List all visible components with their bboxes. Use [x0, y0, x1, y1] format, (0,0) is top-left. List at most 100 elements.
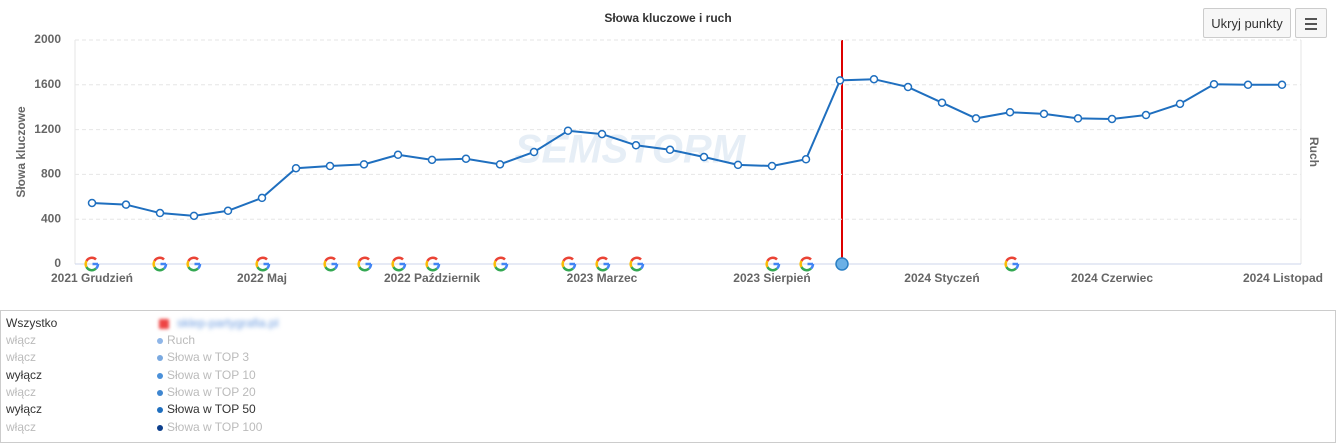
- legend-row: wyłącz Słowa w TOP 50: [1, 401, 601, 418]
- x-tick-label: 2024 Styczeń: [904, 271, 979, 285]
- icon-part: [595, 260, 599, 268]
- icon-part: [426, 256, 438, 262]
- data-point: [903, 82, 913, 92]
- data-point: [155, 208, 165, 218]
- y-tick-label: 1200: [34, 122, 61, 136]
- y-tick-label: 800: [41, 167, 61, 181]
- icon-part: [800, 256, 812, 262]
- y2-axis-title: Ruch: [1307, 137, 1321, 167]
- data-point: [223, 206, 233, 216]
- data-point: [529, 147, 539, 157]
- icon-part: [324, 256, 336, 262]
- icon-part: [561, 260, 565, 268]
- y-tick-label: 1600: [34, 77, 61, 91]
- x-tick-label: 2021 Grudzień: [51, 271, 133, 285]
- icon-part: [399, 262, 407, 270]
- icon-part: [426, 266, 438, 272]
- google-update-icon: [84, 256, 100, 272]
- icon-part: [392, 256, 404, 262]
- legend-dot: [157, 407, 163, 414]
- legend-row: włącz Ruch: [1, 332, 601, 349]
- icon-part: [391, 260, 395, 268]
- google-update-icon: [186, 256, 202, 272]
- legend-label[interactable]: Słowa w TOP 10: [167, 367, 256, 382]
- icon-part: [1005, 266, 1017, 272]
- data-point: [1005, 107, 1015, 117]
- series-toggle[interactable]: włącz: [6, 350, 37, 365]
- data-point: [495, 160, 505, 169]
- data-point: [597, 129, 607, 139]
- semstorm-icon: [835, 257, 849, 271]
- google-update-icon: [799, 256, 815, 272]
- all-toggle[interactable]: Wszystko: [6, 316, 58, 330]
- data-point: [665, 145, 675, 155]
- data-point: [1175, 99, 1185, 109]
- data-point: [189, 211, 199, 221]
- icon-part: [255, 260, 259, 268]
- data-point: [427, 155, 437, 165]
- series-toggle[interactable]: wyłącz: [6, 402, 43, 417]
- data-point: [1039, 109, 1049, 119]
- google-update-icon: [152, 256, 168, 272]
- icon-part: [256, 256, 268, 262]
- icon-part: [765, 260, 769, 268]
- legend-label[interactable]: Słowa w TOP 100: [167, 419, 263, 434]
- data-point: [1209, 79, 1219, 89]
- y-tick-label: 400: [41, 211, 61, 225]
- menu-button[interactable]: [1295, 8, 1327, 38]
- series-toggle[interactable]: włącz: [6, 384, 37, 399]
- chart: Słowa kluczowe i ruch SEMSTORM Słowa klu…: [14, 11, 1323, 285]
- data-point: [1277, 80, 1287, 90]
- icon-part: [152, 260, 156, 268]
- legend-row: włącz Słowa w TOP 3: [1, 349, 601, 366]
- data-point: [1107, 114, 1117, 124]
- icon-part: [358, 256, 370, 262]
- legend-dot: [157, 355, 163, 362]
- legend-label[interactable]: Słowa w TOP 20: [167, 384, 256, 399]
- data-point: [359, 160, 369, 169]
- data-point: [733, 160, 743, 170]
- icon-part: [85, 256, 97, 262]
- hide-points-button[interactable]: Ukryj punkty: [1203, 8, 1291, 38]
- data-point: [801, 155, 811, 164]
- legend-dot: [157, 389, 163, 396]
- legend-label[interactable]: Ruch: [167, 333, 196, 347]
- icon-part: [84, 260, 88, 268]
- icon-part: [357, 260, 361, 268]
- icon-part: [187, 266, 199, 272]
- google-update-icon: [323, 256, 339, 272]
- data-point: [461, 154, 471, 163]
- google-update-icon: [391, 256, 407, 272]
- series-toggle[interactable]: włącz: [6, 333, 37, 347]
- google-update-icon: [357, 256, 373, 272]
- icon-part: [562, 256, 574, 262]
- legend-row: włącz Słowa w TOP 100: [1, 419, 601, 436]
- google-update-icon: [561, 256, 577, 272]
- data-point: [1243, 80, 1253, 90]
- data-point: [393, 150, 403, 160]
- icon-part: [773, 262, 781, 270]
- icon-part: [800, 266, 812, 272]
- icon-part: [256, 266, 268, 272]
- icon-part: [1012, 262, 1020, 270]
- icon-part: [153, 266, 165, 272]
- icon-part: [799, 260, 803, 268]
- data-point: [291, 163, 301, 173]
- icon-part: [603, 262, 611, 270]
- icon-part: [1005, 256, 1017, 262]
- icon-part: [323, 260, 327, 268]
- legend-label[interactable]: Słowa w TOP 3: [167, 350, 250, 365]
- legend-label[interactable]: Słowa w TOP 50: [167, 402, 256, 417]
- x-tick-label: 2024 Listopad: [1243, 271, 1323, 285]
- series-toggle[interactable]: wyłącz: [6, 367, 43, 382]
- icon-part: [630, 256, 642, 262]
- data-point: [257, 193, 267, 203]
- icon-part: [494, 266, 506, 272]
- icon-part: [365, 262, 373, 270]
- data-point: [325, 161, 335, 171]
- series-toggle[interactable]: włącz: [6, 419, 37, 434]
- data-point: [1073, 114, 1083, 123]
- icon-part: [92, 262, 100, 270]
- legend-dot: [157, 424, 163, 431]
